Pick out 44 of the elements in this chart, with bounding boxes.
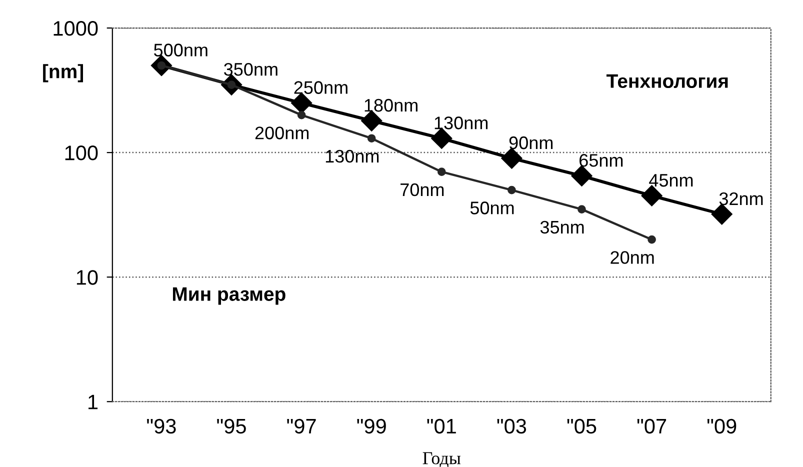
y-axis-title: [nm] — [43, 64, 84, 82]
point — [291, 92, 312, 114]
data-label: 20nm — [610, 251, 654, 264]
point — [437, 168, 446, 176]
data-label: 180nm — [364, 98, 418, 112]
x-tick-label: "03 — [497, 418, 526, 434]
point — [367, 134, 376, 143]
data-label: 130nm — [434, 116, 488, 130]
x-tick-label: "93 — [147, 418, 176, 434]
data-label: 200nm — [255, 126, 309, 140]
x-tick-label: "09 — [707, 418, 736, 434]
data-label: 130nm — [326, 150, 379, 163]
data-label: 65nm — [580, 154, 623, 167]
point — [578, 205, 586, 214]
point — [501, 148, 522, 169]
x-tick-label: "99 — [357, 418, 386, 434]
x-tick-label: "05 — [567, 418, 596, 434]
point — [711, 204, 732, 225]
point — [297, 110, 306, 120]
data-label: 500nm — [154, 44, 208, 56]
point — [641, 185, 662, 206]
point — [508, 186, 516, 194]
y-tick-label: 1 — [88, 394, 98, 410]
data-label: 350nm — [224, 62, 278, 76]
data-label: 50nm — [470, 202, 514, 214]
x-tick-label: "07 — [637, 418, 666, 434]
data-label: 250nm — [294, 81, 348, 94]
annotation: Тенхнология — [606, 74, 728, 88]
x-tick-label: "95 — [217, 418, 246, 434]
point — [431, 128, 452, 149]
data-label: 90nm — [509, 136, 553, 150]
data-label: 70nm — [400, 183, 444, 196]
data-label: 32nm — [719, 192, 763, 206]
y-tick-label: 100 — [65, 146, 98, 160]
point — [361, 110, 382, 132]
x-tick-label: "01 — [427, 418, 456, 434]
data-label: 35nm — [540, 220, 584, 234]
x-tick-label: "97 — [287, 418, 316, 434]
y-tick-label: 1000 — [54, 21, 98, 36]
point — [571, 165, 592, 186]
point — [648, 235, 656, 244]
data-label: 45nm — [649, 174, 693, 187]
y-tick-label: 10 — [76, 270, 98, 285]
annotation: Мин размер — [172, 287, 286, 305]
